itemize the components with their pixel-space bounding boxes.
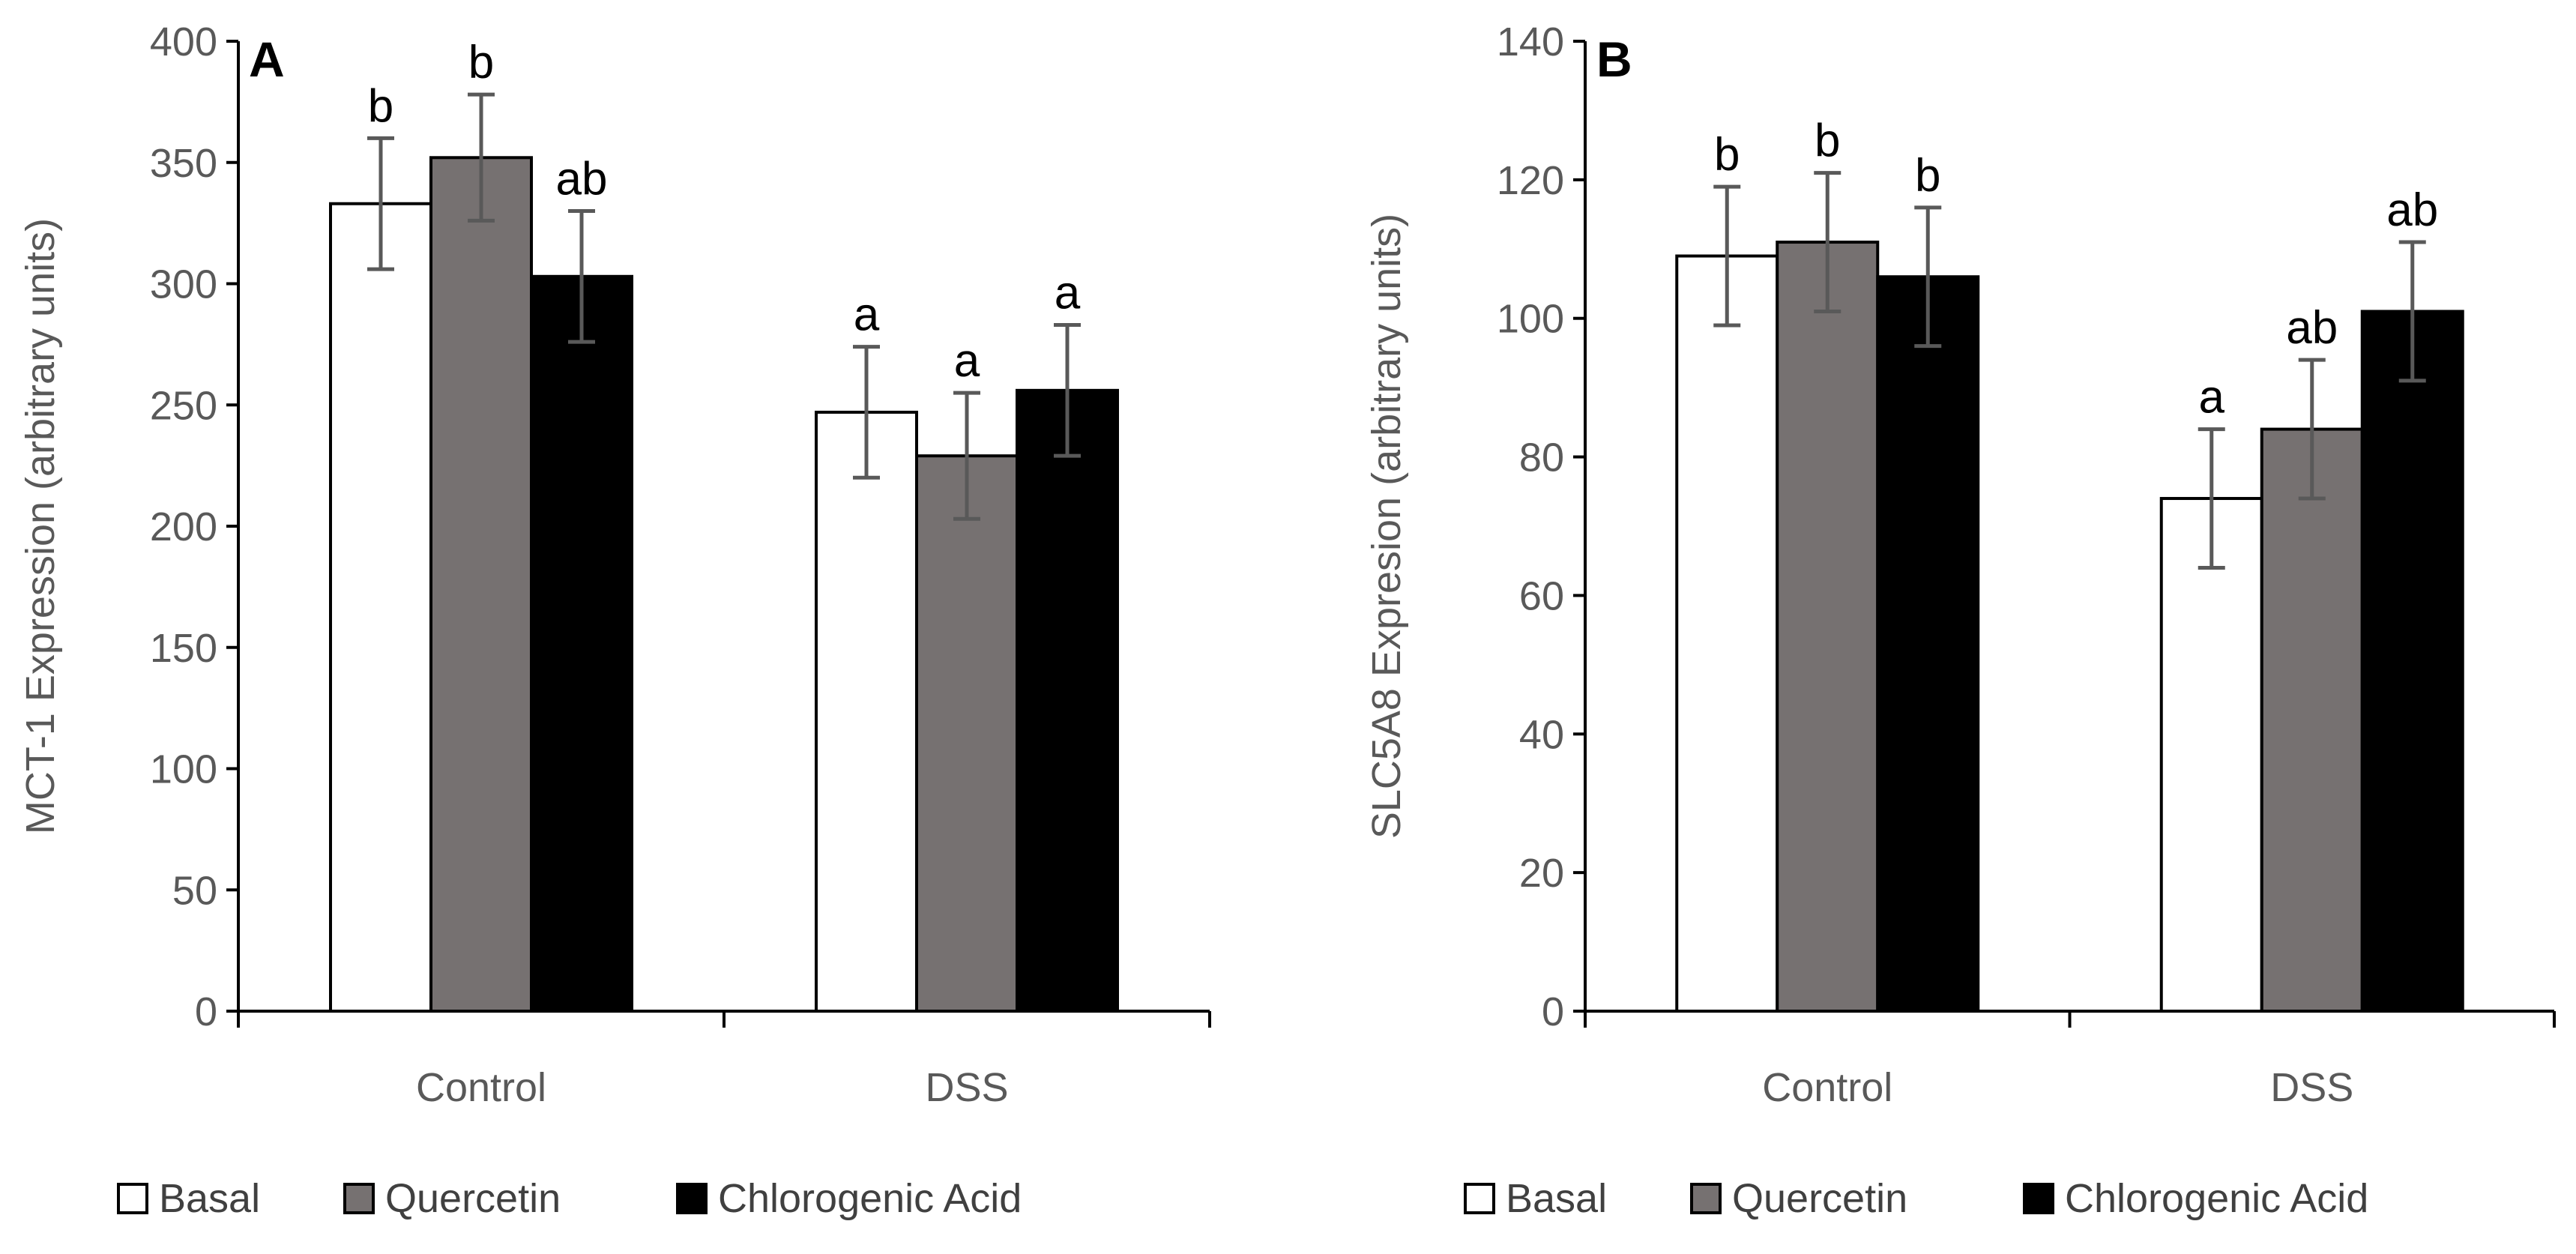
panel-label: A: [249, 31, 285, 87]
y-tick-label: 250: [150, 383, 217, 428]
bar: [1016, 388, 1119, 1013]
y-tick-label: 40: [1519, 712, 1564, 757]
significance-label: a: [854, 289, 880, 341]
legend: Basal Quercetin Chlorogenic Acid: [117, 1176, 1022, 1221]
legend-swatch: [343, 1183, 375, 1214]
legend-label: Quercetin: [1732, 1176, 1907, 1221]
legend-label: Basal: [159, 1176, 260, 1221]
bar: [2360, 310, 2464, 1013]
category-label: Control: [1762, 1065, 1892, 1110]
legend-swatch: [1690, 1183, 1722, 1214]
y-axis-title: SLC5A8 Expresion (arbitrary units): [1364, 214, 1409, 839]
y-tick-label: 300: [150, 262, 217, 307]
y-tick-label: 50: [172, 868, 217, 913]
legend-swatch: [1464, 1183, 1495, 1214]
y-tick-label: 200: [150, 504, 217, 549]
significance-label: ab: [2386, 184, 2438, 236]
panel-label: B: [1596, 31, 1632, 87]
y-tick-label: 350: [150, 141, 217, 186]
y-tick-label: 0: [195, 989, 217, 1034]
category-label: Control: [416, 1065, 546, 1110]
bar: [1876, 275, 1980, 1013]
panel-a-chart: 0 50 100 150 200 250 300 350 400 MCT-1 Expression…: [18, 19, 1211, 1221]
y-axis-title: MCT-1 Expression (arbitrary units): [18, 218, 63, 834]
category-label: DSS: [2270, 1065, 2353, 1110]
significance-label: ab: [2286, 302, 2338, 354]
bar: [329, 202, 432, 1013]
y-tick-label: 140: [1497, 19, 1564, 64]
significance-label: b: [468, 37, 494, 88]
bar: [815, 410, 918, 1013]
y-tick-label: 80: [1519, 435, 1564, 480]
y-tick-label: 20: [1519, 851, 1564, 896]
y-tick-label: 150: [150, 626, 217, 671]
significance-label: b: [1815, 115, 1840, 167]
bar: [2159, 497, 2263, 1013]
category-label: DSS: [925, 1065, 1008, 1110]
y-tick-label: 400: [150, 19, 217, 64]
bar: [429, 156, 533, 1013]
y-tick-label: 60: [1519, 573, 1564, 618]
panel-b-chart: 0 20 40 60 80 100 120 140 SLC5A8 Expresion (arbi…: [1364, 19, 2556, 1221]
legend-label: Chlorogenic Acid: [2065, 1176, 2368, 1221]
legend: Basal Quercetin Chlorogenic Acid: [1464, 1176, 2368, 1221]
legend-swatch: [676, 1183, 708, 1214]
y-tick-label: 120: [1497, 158, 1564, 203]
bar: [2260, 427, 2364, 1013]
y-tick-label: 0: [1542, 989, 1564, 1034]
bar: [1776, 241, 1880, 1013]
bar: [1675, 254, 1779, 1013]
legend-label: Quercetin: [385, 1176, 561, 1221]
significance-label: b: [1915, 150, 1940, 202]
bar: [915, 454, 1019, 1013]
legend-swatch: [117, 1183, 148, 1214]
bar: [530, 274, 633, 1013]
significance-label: a: [2199, 372, 2225, 423]
legend-label: Chlorogenic Acid: [718, 1176, 1022, 1221]
legend-swatch: [2023, 1183, 2054, 1214]
legend-label: Basal: [1506, 1176, 1607, 1221]
significance-label: a: [954, 335, 980, 387]
y-tick-label: 100: [150, 747, 217, 792]
significance-label: a: [1055, 267, 1081, 319]
significance-label: b: [368, 80, 393, 132]
significance-label: ab: [556, 153, 608, 205]
significance-label: b: [1714, 129, 1740, 181]
y-tick-label: 100: [1497, 297, 1564, 342]
